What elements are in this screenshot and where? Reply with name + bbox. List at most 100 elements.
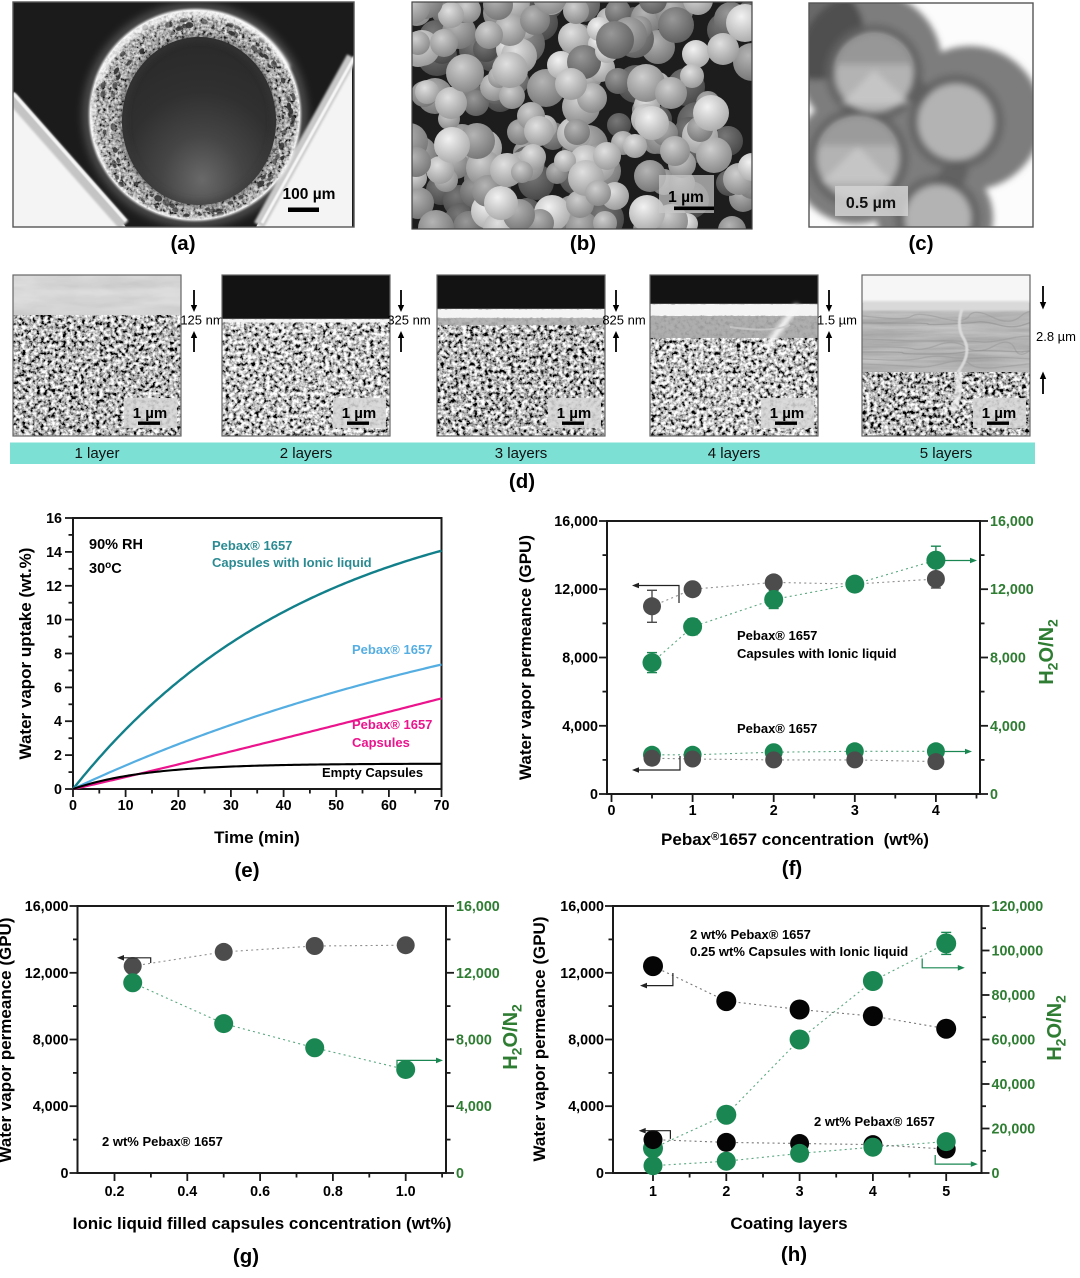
svg-text:0.5 µm: 0.5 µm — [846, 195, 896, 212]
svg-text:(a): (a) — [170, 232, 195, 255]
svg-text:8,000: 8,000 — [562, 651, 598, 667]
svg-text:(c): (c) — [908, 232, 933, 255]
svg-text:30oC: 30oC — [89, 560, 122, 577]
svg-text:16,000: 16,000 — [560, 899, 604, 915]
svg-text:0.6: 0.6 — [250, 1184, 270, 1200]
svg-text:1 µm: 1 µm — [770, 405, 805, 422]
svg-text:12,000: 12,000 — [990, 582, 1034, 598]
svg-text:60,000: 60,000 — [992, 1033, 1036, 1049]
svg-text:0: 0 — [69, 798, 77, 814]
svg-text:4,000: 4,000 — [33, 1099, 69, 1115]
svg-text:2 wt% Pebax® 1657: 2 wt% Pebax® 1657 — [690, 927, 811, 942]
svg-text:Pebax® 1657: Pebax® 1657 — [352, 642, 432, 657]
svg-text:12,000: 12,000 — [25, 966, 69, 982]
svg-text:325 nm: 325 nm — [387, 313, 430, 328]
svg-text:Water vapor permeance (GPU): Water vapor permeance (GPU) — [0, 918, 15, 1163]
svg-text:0.8: 0.8 — [323, 1184, 343, 1200]
svg-text:90% RH: 90% RH — [89, 537, 143, 553]
svg-text:1 µm: 1 µm — [668, 189, 704, 206]
svg-text:2: 2 — [722, 1184, 730, 1200]
svg-text:(g): (g) — [233, 1245, 259, 1268]
svg-text:0.4: 0.4 — [177, 1184, 197, 1200]
svg-text:2: 2 — [54, 748, 62, 764]
svg-text:2: 2 — [770, 803, 778, 819]
svg-text:125 nm: 125 nm — [180, 313, 223, 328]
svg-text:20: 20 — [170, 798, 186, 814]
svg-text:1 µm: 1 µm — [557, 405, 592, 422]
svg-text:(e): (e) — [234, 859, 259, 882]
svg-text:5 layers: 5 layers — [920, 445, 973, 462]
svg-text:3: 3 — [796, 1184, 804, 1200]
svg-text:H2O/N2: H2O/N2 — [1036, 619, 1061, 685]
svg-text:Pebax® 1657: Pebax® 1657 — [737, 721, 817, 736]
svg-text:12,000: 12,000 — [554, 582, 598, 598]
svg-text:Pebax® 1657: Pebax® 1657 — [737, 628, 817, 643]
svg-text:12,000: 12,000 — [456, 966, 500, 982]
svg-text:70: 70 — [434, 798, 450, 814]
svg-text:4: 4 — [932, 803, 940, 819]
svg-text:(f): (f) — [782, 857, 802, 880]
svg-text:0: 0 — [61, 1166, 69, 1182]
svg-text:2 wt% Pebax® 1657: 2 wt% Pebax® 1657 — [814, 1114, 935, 1129]
svg-text:16,000: 16,000 — [990, 514, 1034, 530]
svg-text:0.25 wt% Capsules with Ionic l: 0.25 wt% Capsules with Ionic liquid — [690, 944, 908, 959]
svg-text:0: 0 — [596, 1166, 604, 1182]
svg-text:1.5 µm: 1.5 µm — [817, 313, 857, 328]
svg-text:12: 12 — [46, 579, 62, 595]
svg-text:(d): (d) — [509, 470, 535, 493]
svg-text:120,000: 120,000 — [992, 899, 1044, 915]
svg-text:H2O/N2: H2O/N2 — [1044, 995, 1069, 1061]
svg-text:4 layers: 4 layers — [708, 445, 761, 462]
svg-text:1.0: 1.0 — [396, 1184, 416, 1200]
svg-text:Empty Capsules: Empty Capsules — [322, 765, 423, 780]
svg-text:1 µm: 1 µm — [342, 405, 377, 422]
svg-text:40: 40 — [276, 798, 292, 814]
svg-text:3: 3 — [851, 803, 859, 819]
svg-text:Capsules with Ionic liquid: Capsules with Ionic liquid — [737, 646, 897, 661]
svg-text:4: 4 — [869, 1184, 877, 1200]
svg-text:0: 0 — [590, 787, 598, 803]
svg-text:6: 6 — [54, 680, 62, 696]
svg-text:0: 0 — [992, 1166, 1000, 1182]
svg-text:1 µm: 1 µm — [982, 405, 1017, 422]
svg-text:1: 1 — [689, 803, 697, 819]
svg-text:4,000: 4,000 — [562, 719, 598, 735]
svg-text:0.2: 0.2 — [105, 1184, 125, 1200]
svg-text:0: 0 — [54, 782, 62, 798]
svg-text:825 nm: 825 nm — [602, 313, 645, 328]
svg-text:Ionic liquid filled capsules c: Ionic liquid filled capsules concentrati… — [73, 1214, 452, 1233]
svg-text:10: 10 — [118, 798, 134, 814]
svg-text:4,000: 4,000 — [568, 1099, 604, 1115]
svg-text:100 µm: 100 µm — [283, 186, 336, 203]
svg-text:1 µm: 1 µm — [133, 405, 168, 422]
svg-text:3 layers: 3 layers — [495, 445, 548, 462]
svg-text:0: 0 — [990, 787, 998, 803]
svg-text:4: 4 — [54, 714, 62, 730]
svg-text:Water vapor permeance (GPU): Water vapor permeance (GPU) — [516, 535, 535, 780]
svg-text:H2O/N2: H2O/N2 — [500, 1004, 525, 1070]
svg-text:2 layers: 2 layers — [280, 445, 333, 462]
svg-text:(h): (h) — [781, 1243, 807, 1266]
svg-text:Time (min): Time (min) — [214, 828, 300, 847]
svg-text:Water vapor permeance (GPU): Water vapor permeance (GPU) — [530, 917, 549, 1162]
svg-text:2 wt% Pebax® 1657: 2 wt% Pebax® 1657 — [102, 1134, 223, 1149]
svg-text:60: 60 — [381, 798, 397, 814]
svg-text:Capsules: Capsules — [352, 735, 410, 750]
svg-text:80,000: 80,000 — [992, 988, 1036, 1004]
svg-text:0: 0 — [608, 803, 616, 819]
svg-text:8: 8 — [54, 647, 62, 663]
svg-text:5: 5 — [942, 1184, 950, 1200]
svg-text:8,000: 8,000 — [990, 651, 1026, 667]
svg-text:8,000: 8,000 — [568, 1033, 604, 1049]
svg-text:16,000: 16,000 — [456, 899, 500, 915]
svg-text:50: 50 — [328, 798, 344, 814]
svg-text:4,000: 4,000 — [990, 719, 1026, 735]
svg-text:8,000: 8,000 — [33, 1033, 69, 1049]
svg-text:30: 30 — [223, 798, 239, 814]
svg-text:Pebax® 1657: Pebax® 1657 — [212, 538, 292, 553]
svg-text:100,000: 100,000 — [992, 944, 1044, 960]
svg-text:Capsules with Ionic liquid: Capsules with Ionic liquid — [212, 555, 372, 570]
svg-text:1 layer: 1 layer — [74, 445, 119, 462]
svg-text:16,000: 16,000 — [25, 899, 69, 915]
svg-text:10: 10 — [46, 613, 62, 629]
